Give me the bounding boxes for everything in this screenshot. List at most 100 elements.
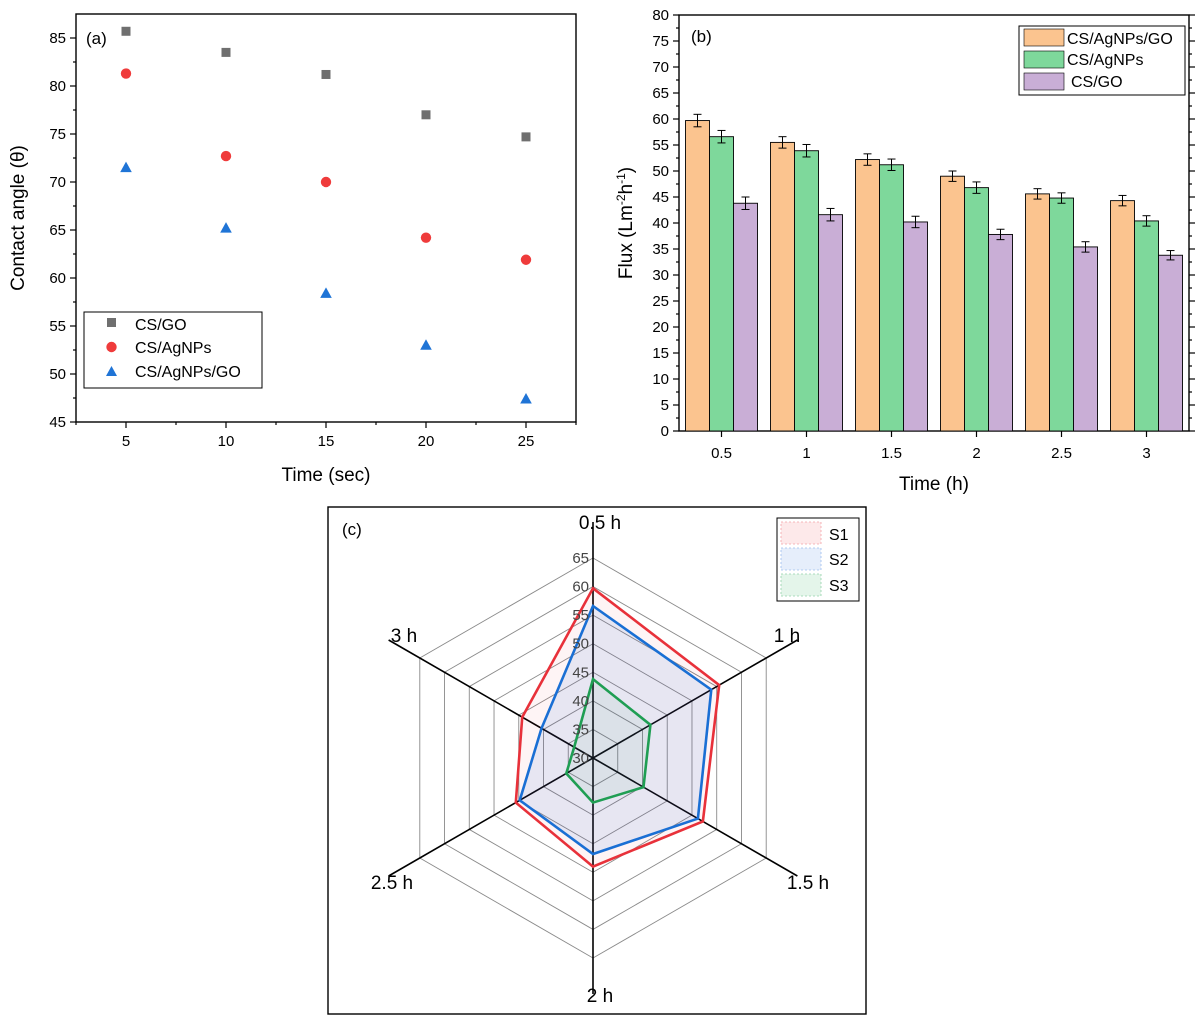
y-tick-label: 40	[652, 215, 669, 232]
bar	[1025, 193, 1050, 432]
x-tick-label: 1	[802, 445, 810, 462]
y-tick-label: 25	[652, 293, 669, 310]
legend-label-cs-agnps-go: CS/AgNPs/GO	[135, 364, 241, 381]
data-point-square	[221, 47, 231, 57]
y-tick-label: 80	[652, 7, 669, 24]
legend-swatch-cs-agnps	[1023, 50, 1065, 69]
y-tick-label: 45	[49, 414, 66, 431]
legend-marker-cs-agnps-go	[106, 366, 117, 376]
data-point-triangle	[520, 392, 532, 404]
y-tick-label: 5	[661, 397, 669, 414]
panel-a-scatter-chart: (a) 45 50 55 60 65 70 75 80 85 5 10 15 20 25 Time (s…	[8, 13, 577, 486]
legend-label-s3: S3	[829, 578, 849, 595]
data-point-triangle	[220, 222, 232, 233]
panel-a-y-axis: 45 50 55 60 65 70 75 80 85	[49, 30, 76, 431]
radar-spoke	[592, 639, 798, 759]
bar	[903, 221, 928, 432]
data-point-circle	[320, 176, 332, 188]
bar	[709, 136, 734, 432]
radial-tick-label: 30	[572, 750, 589, 767]
bar	[1110, 200, 1135, 432]
panel-c-axis-labels: 0.5 h 1 h 1.5 h 2 h 2.5 h 3 h	[371, 513, 829, 1007]
panel-b-bars	[685, 113, 1183, 432]
radar-axis-label: 2 h	[587, 986, 613, 1007]
panel-c-legend: S1 S2 S3	[776, 517, 860, 602]
panel-c-label: (c)	[342, 520, 362, 539]
panel-c-radar-chart: (c) 30 35 40 45 50 55 60 65 0.5 h 1 h 1.5 h 2 h 2.5…	[327, 506, 867, 1015]
radial-tick-label: 45	[572, 664, 589, 681]
y-tick-label: 70	[49, 174, 66, 191]
x-tick-label: 5	[122, 433, 130, 450]
radar-spoke	[592, 757, 798, 877]
radial-tick-label: 35	[572, 721, 589, 738]
legend-label-s2: S2	[829, 552, 849, 569]
radar-spoke	[388, 639, 594, 759]
y-tick-label: 75	[652, 33, 669, 50]
legend-label-cs-go: CS/GO	[135, 317, 187, 334]
legend-label-cs-agnps: CS/AgNPs	[1067, 52, 1143, 69]
y-tick-label: 75	[49, 126, 66, 143]
data-point-circle	[420, 232, 432, 243]
panel-a-legend: CS/GO CS/AgNPs CS/AgNPs/GO	[83, 311, 263, 389]
legend-label-cs-go: CS/GO	[1071, 74, 1123, 91]
data-point-triangle	[320, 287, 332, 298]
panel-a-x-axis-label: Time (sec)	[281, 465, 370, 486]
panel-b-y-axis: 0 5 10 15 20 25 30 35 40 45 50 55 60 65 70 75 80	[652, 7, 1195, 440]
y-tick-label: 50	[49, 366, 66, 383]
legend-swatch-cs-agnps-go	[1023, 28, 1065, 47]
legend-swatch-cs-go	[1023, 72, 1065, 91]
bar	[733, 202, 758, 432]
data-point-square	[421, 110, 431, 120]
panel-a-data-points	[120, 26, 532, 404]
radar-axis-label: 2.5 h	[371, 873, 413, 894]
y-tick-label: 85	[49, 30, 66, 47]
legend-label-cs-agnps-go: CS/AgNPs/GO	[1067, 31, 1173, 48]
data-point-circle	[120, 68, 132, 79]
radial-tick-label: 55	[572, 607, 589, 624]
legend-label-cs-agnps: CS/AgNPs	[135, 340, 211, 357]
panel-c-radial-ticks: 30 35 40 45 50 55 60 65	[572, 550, 589, 767]
bar	[1049, 197, 1074, 432]
x-tick-label: 15	[318, 433, 335, 450]
bar	[988, 233, 1013, 432]
data-point-circle	[220, 150, 232, 162]
panel-b-legend: CS/AgNPs/GO CS/AgNPs CS/GO	[1018, 25, 1186, 96]
bar	[879, 164, 904, 432]
bar	[964, 187, 989, 432]
data-point-square	[521, 132, 531, 142]
bar	[818, 214, 843, 432]
radar-series-s3	[564, 676, 652, 805]
panel-c-plot-frame	[327, 506, 867, 1015]
data-point-triangle	[420, 339, 432, 350]
y-tick-label: 65	[652, 85, 669, 102]
radial-tick-label: 60	[572, 579, 589, 596]
panel-b-bar-chart: (b) 0 5 10 15 20 25 30 35 40 45 50 55 60 65 70 75 80 0.5…	[614, 7, 1195, 495]
panel-b-label: (b)	[691, 27, 712, 46]
y-tick-label: 65	[49, 222, 66, 239]
radar-series-s2	[518, 604, 713, 856]
panel-b-x-axis-label: Time (h)	[899, 474, 969, 495]
radial-tick-label: 65	[572, 550, 589, 567]
y-tick-label: 55	[49, 318, 66, 335]
panel-c-series	[514, 586, 721, 869]
bar	[685, 120, 710, 432]
x-tick-label: 3	[1142, 445, 1150, 462]
bar	[1134, 220, 1159, 432]
radar-axis-label: 3 h	[391, 626, 417, 647]
bar	[1158, 254, 1183, 432]
panel-c-grid	[388, 522, 798, 994]
radar-axis-label: 1 h	[774, 626, 800, 647]
x-tick-label: 20	[418, 433, 435, 450]
data-point-square	[121, 26, 131, 36]
x-tick-label: 10	[218, 433, 235, 450]
x-tick-label: 25	[518, 433, 535, 450]
y-tick-label: 55	[652, 137, 669, 154]
y-tick-label: 10	[652, 371, 669, 388]
y-tick-label: 70	[652, 59, 669, 76]
y-tick-label: 60	[49, 270, 66, 287]
data-point-circle	[520, 254, 532, 265]
x-tick-label: 1.5	[881, 445, 902, 462]
y-tick-label: 30	[652, 267, 669, 284]
data-point-triangle	[120, 161, 132, 173]
